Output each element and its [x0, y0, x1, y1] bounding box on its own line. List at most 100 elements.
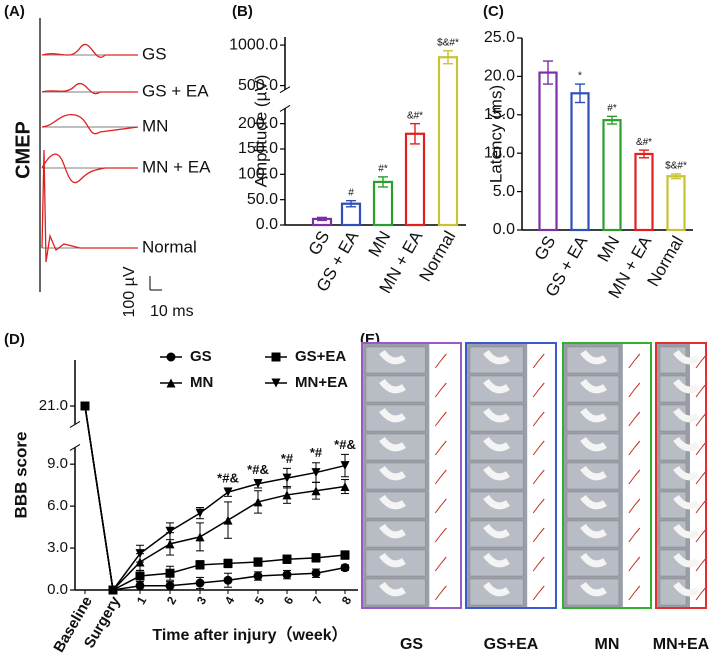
paw	[580, 407, 607, 423]
point	[282, 554, 292, 564]
y-axis-title: Amplitude (µV)	[251, 75, 270, 188]
stick	[628, 440, 641, 456]
stick	[532, 527, 545, 543]
stick	[532, 382, 545, 398]
annotation: *#&	[334, 437, 356, 452]
paw	[580, 349, 607, 365]
annotation: *#&	[247, 462, 269, 477]
axis-break	[279, 105, 291, 112]
point	[165, 526, 175, 536]
bar	[538, 71, 558, 232]
y-tick-label: 5.0	[493, 183, 515, 200]
stick	[434, 498, 447, 514]
stick	[628, 498, 641, 514]
frame	[566, 346, 620, 374]
paw	[673, 436, 700, 452]
bar	[634, 152, 654, 232]
y-tick-label: 150.0	[238, 140, 278, 157]
y-tick-label: 6.0	[47, 497, 68, 514]
point	[311, 468, 321, 478]
stick	[434, 469, 447, 485]
y-axis-title: BBB score	[11, 432, 30, 519]
x-tick-label: MN	[365, 228, 395, 260]
y-tick-label: 500.0	[238, 77, 278, 94]
point	[340, 461, 350, 471]
stick	[434, 382, 447, 398]
stick	[628, 353, 641, 369]
scale-x: 10 ms	[150, 303, 194, 320]
panel-label: (A)	[4, 3, 25, 20]
y-tick-label: 25.0	[484, 29, 515, 46]
paw	[673, 523, 700, 539]
y-tick-label: 20.0	[484, 68, 515, 85]
stick	[532, 585, 545, 601]
axis-break	[279, 86, 291, 94]
paw	[673, 552, 700, 568]
paw	[580, 465, 607, 481]
stick	[628, 527, 641, 543]
scale-y: 100 µV	[121, 266, 138, 317]
point	[223, 515, 233, 525]
y-axis-title: Latency (ms)	[486, 85, 505, 183]
point	[253, 557, 263, 567]
point	[311, 553, 321, 563]
trace	[41, 83, 138, 95]
trace-label: GS + EA	[142, 81, 209, 100]
paw	[580, 581, 607, 597]
axis-break	[69, 420, 81, 428]
paw	[483, 494, 510, 510]
annotation: *#	[281, 451, 294, 466]
panel-border	[655, 342, 707, 609]
point	[135, 581, 145, 591]
panel-border	[361, 342, 462, 609]
stick	[628, 556, 641, 572]
group-label: GS	[400, 636, 423, 653]
stick	[628, 469, 641, 485]
stick	[532, 469, 545, 485]
paw	[483, 378, 510, 394]
traces: GS GS + EA MN MN + EA Normal	[41, 43, 211, 263]
point	[165, 581, 175, 591]
group-label: GS+EA	[484, 636, 539, 653]
paw	[379, 378, 406, 394]
stick	[434, 411, 447, 427]
legend-label: MN+EA	[295, 374, 348, 391]
paw	[580, 436, 607, 452]
point	[253, 497, 263, 507]
frame	[566, 491, 620, 519]
bar	[404, 132, 426, 227]
annotation: #	[348, 187, 354, 198]
point	[223, 487, 233, 497]
y-tick-label: 100.0	[238, 166, 278, 183]
paw	[483, 581, 510, 597]
point	[253, 571, 263, 581]
y-tick-label: 0.0	[47, 581, 68, 598]
stick	[434, 585, 447, 601]
stick	[434, 440, 447, 456]
annotation: $&#*	[665, 161, 687, 172]
paw	[483, 465, 510, 481]
trace-label: MN	[142, 116, 168, 135]
y-tick-label: 50.0	[247, 191, 278, 208]
point	[223, 558, 233, 568]
legend-marker	[271, 352, 281, 362]
panel-label: (B)	[232, 3, 253, 20]
y-tick-label: 21.0	[39, 397, 68, 414]
series-line	[84, 405, 346, 592]
point	[311, 486, 321, 496]
paw	[483, 523, 510, 539]
stick	[628, 411, 641, 427]
bar	[666, 175, 686, 232]
trace	[41, 149, 138, 263]
y-tick-label: 1000.0	[229, 36, 278, 53]
point	[165, 539, 175, 549]
group-label: MN+EA	[653, 636, 709, 653]
legend-marker	[271, 378, 281, 388]
point	[195, 532, 205, 542]
panel-label: (C)	[483, 3, 504, 20]
paw	[673, 378, 700, 394]
series-line	[84, 405, 346, 592]
point	[80, 401, 90, 411]
legend-marker	[166, 378, 176, 388]
legend-marker	[166, 352, 176, 362]
